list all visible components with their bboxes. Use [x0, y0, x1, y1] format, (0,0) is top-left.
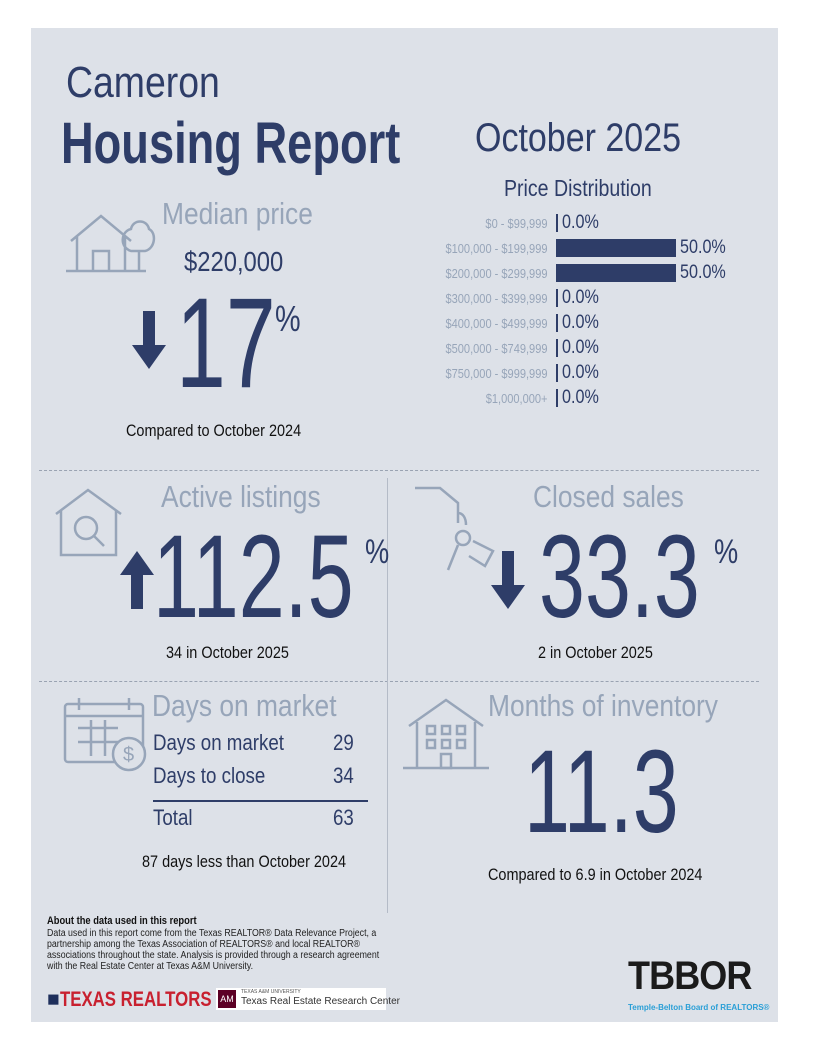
distribution-bar — [556, 314, 558, 332]
distribution-bar — [556, 264, 676, 282]
tamu-small-text: TEXAS A&M UNIVERSITY — [241, 989, 301, 995]
distribution-row: $1,000,000+ 0.0% — [401, 387, 605, 408]
days-on-market-note: 87 days less than October 2024 — [142, 852, 347, 871]
distribution-bar — [556, 389, 558, 407]
distribution-row: $0 - $99,999 0.0% — [401, 212, 605, 233]
closed-sales-heading: Closed sales — [533, 479, 684, 514]
distribution-row: $750,000 - $999,999 0.0% — [401, 362, 605, 383]
months-inventory-heading: Months of inventory — [488, 688, 718, 723]
about-title: About the data used in this report — [47, 915, 197, 927]
active-listings-heading: Active listings — [161, 479, 321, 514]
distribution-label: $200,000 - $299,999 — [445, 265, 548, 281]
distribution-label: $750,000 - $999,999 — [445, 365, 548, 381]
page-title: Housing Report — [61, 111, 401, 176]
active-listings-note: 34 in October 2025 — [166, 643, 289, 662]
dom-row-label: Days to close — [153, 763, 266, 788]
distribution-bar — [556, 339, 558, 357]
percent-sign: % — [275, 298, 301, 339]
dom-row-value: 34 — [333, 763, 354, 788]
tbbor-logo: TBBOR — [628, 954, 752, 998]
divider — [387, 478, 388, 913]
distribution-value: 0.0% — [562, 337, 599, 358]
closed-sales-note: 2 in October 2025 — [538, 643, 653, 662]
distribution-row: $300,000 - $399,999 0.0% — [401, 287, 605, 308]
building-icon — [403, 698, 489, 770]
distribution-label: $400,000 - $499,999 — [445, 315, 548, 331]
report-panel: Cameron Housing Report October 2025 Medi… — [31, 28, 778, 1022]
distribution-bar — [556, 289, 558, 307]
distribution-label: $100,000 - $199,999 — [445, 240, 548, 256]
distribution-row: $400,000 - $499,999 0.0% — [401, 312, 605, 333]
distribution-value: 0.0% — [562, 362, 599, 383]
distribution-row: $100,000 - $199,999 50.0% — [401, 237, 734, 258]
arrow-down-icon — [491, 551, 525, 609]
median-price-note: Compared to October 2024 — [126, 421, 302, 440]
dom-total-value: 63 — [333, 805, 354, 830]
months-inventory-value: 11.3 — [524, 726, 679, 858]
months-inventory-note: Compared to 6.9 in October 2024 — [488, 865, 703, 884]
distribution-label: $1,000,000+ — [485, 390, 548, 406]
active-listings-change: 112.5 — [153, 511, 354, 643]
distribution-value: 0.0% — [562, 387, 599, 408]
distribution-label: $0 - $99,999 — [485, 215, 548, 231]
percent-sign: % — [365, 533, 390, 571]
divider — [39, 681, 759, 682]
texas-realtors-logo: ■TEXAS REALTORS — [47, 988, 212, 1011]
distribution-bar — [556, 239, 676, 257]
tbbor-subtitle: Temple-Belton Board of REALTORS® — [628, 1003, 770, 1012]
days-on-market-heading: Days on market — [152, 688, 337, 723]
house-search-icon — [55, 488, 122, 557]
about-text: Data used in this report come from the T… — [47, 928, 380, 972]
price-distribution-chart: $0 - $99,999 0.0% $100,000 - $199,999 50.0%… — [401, 212, 761, 413]
distribution-row: $200,000 - $299,999 50.0% — [401, 262, 734, 283]
tamu-text: Texas Real Estate Research Center — [241, 996, 400, 1007]
house-tree-icon — [66, 214, 156, 273]
calendar-dollar-icon: $ — [63, 698, 147, 772]
median-price-value: $220,000 — [184, 246, 284, 277]
svg-text:$: $ — [123, 744, 134, 766]
distribution-row: $500,000 - $749,999 0.0% — [401, 337, 605, 358]
distribution-bar — [556, 364, 558, 382]
arrow-up-icon — [120, 551, 154, 609]
median-price-heading: Median price — [162, 196, 313, 231]
city-name: Cameron — [66, 58, 220, 107]
report-period: October 2025 — [475, 116, 682, 160]
distribution-label: $500,000 - $749,999 — [445, 340, 548, 356]
dom-row-value: 29 — [333, 730, 354, 755]
tamu-mark: AM — [218, 990, 236, 1008]
distribution-value: 0.0% — [562, 287, 599, 308]
tamu-logo: AM TEXAS A&M UNIVERSITY Texas Real Estat… — [216, 988, 400, 1010]
distribution-value: 50.0% — [680, 262, 726, 283]
distribution-bar — [556, 214, 558, 232]
dom-row-label: Days on market — [153, 730, 284, 755]
distribution-value: 50.0% — [680, 237, 726, 258]
dom-total-label: Total — [153, 805, 193, 830]
total-divider — [153, 800, 368, 802]
arrow-down-icon — [132, 311, 166, 369]
distribution-value: 0.0% — [562, 312, 599, 333]
distribution-value: 0.0% — [562, 212, 599, 233]
hand-keys-icon — [415, 486, 495, 571]
median-price-change: 17 — [176, 272, 276, 415]
price-distribution-heading: Price Distribution — [504, 175, 652, 201]
closed-sales-change: 33.3 — [539, 511, 700, 643]
percent-sign: % — [714, 533, 739, 571]
divider — [39, 470, 759, 471]
distribution-label: $300,000 - $399,999 — [445, 290, 548, 306]
